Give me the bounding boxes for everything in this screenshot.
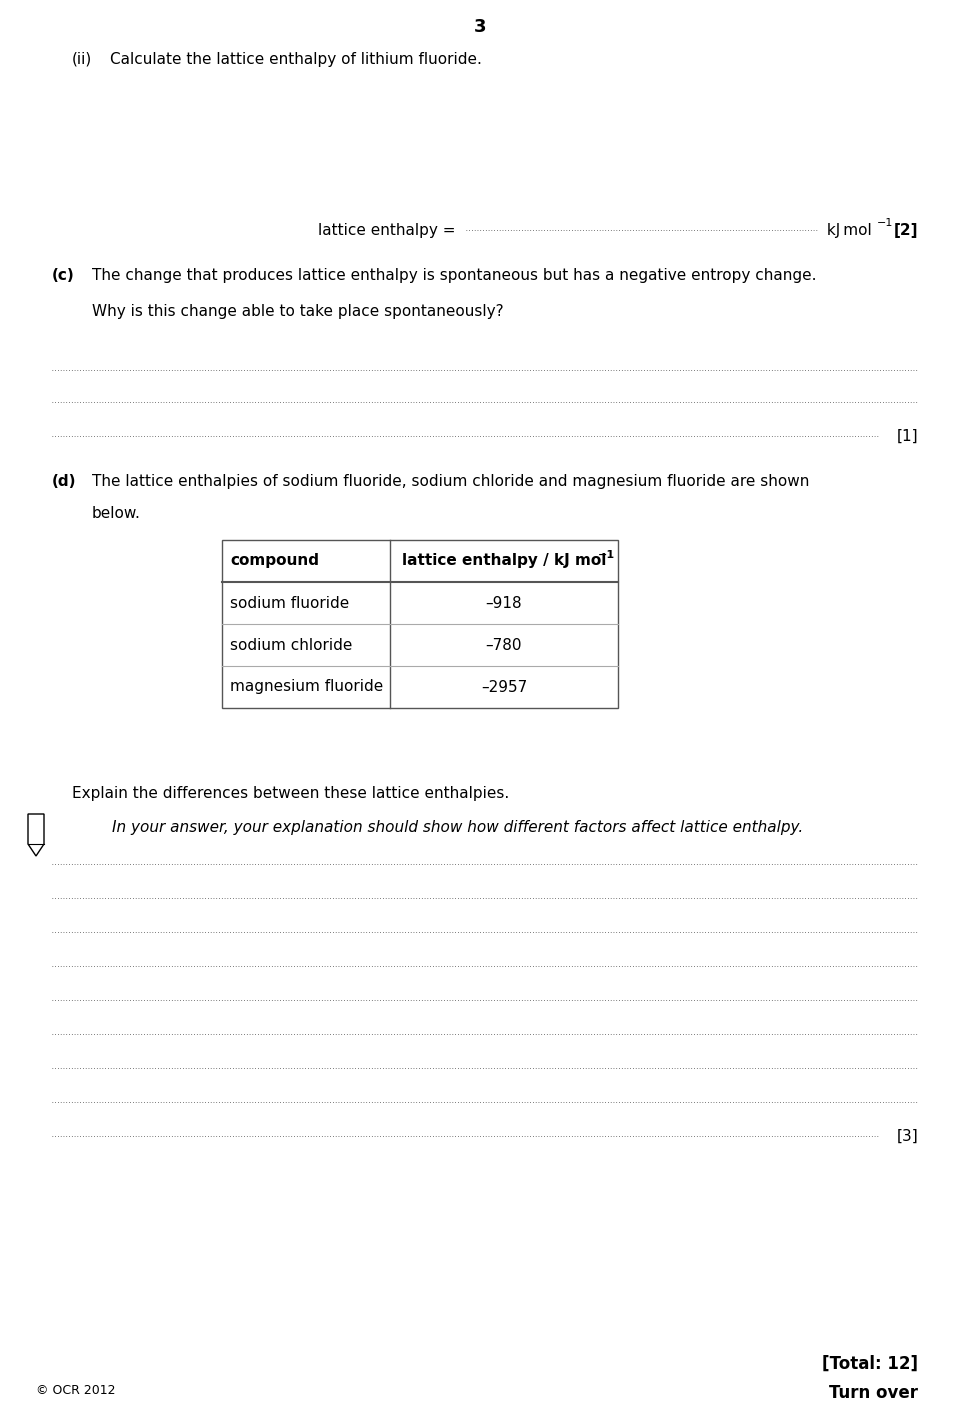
Text: 3: 3	[473, 18, 487, 36]
Text: (d): (d)	[52, 474, 77, 489]
Text: [3]: [3]	[897, 1129, 918, 1143]
Text: –780: –780	[486, 637, 522, 653]
Text: lattice enthalpy / kJ mol: lattice enthalpy / kJ mol	[402, 553, 606, 569]
Text: [1]: [1]	[897, 428, 918, 444]
Text: The change that produces lattice enthalpy is spontaneous but has a negative entr: The change that produces lattice enthalp…	[92, 267, 817, 283]
Text: compound: compound	[230, 553, 319, 569]
Text: −1: −1	[877, 218, 894, 228]
Text: magnesium fluoride: magnesium fluoride	[230, 680, 383, 694]
Text: (ii): (ii)	[72, 53, 92, 67]
Text: sodium fluoride: sodium fluoride	[230, 596, 349, 610]
Bar	[222, 540, 618, 708]
Text: Turn over: Turn over	[829, 1384, 918, 1402]
Text: [Total: 12]: [Total: 12]	[822, 1355, 918, 1374]
Text: −1: −1	[598, 550, 615, 560]
Text: In your answer, your explanation should show how different factors affect lattic: In your answer, your explanation should …	[112, 820, 804, 835]
Text: –2957: –2957	[481, 680, 527, 694]
Text: kJ mol: kJ mol	[822, 222, 872, 237]
Text: –918: –918	[486, 596, 522, 610]
Text: Calculate the lattice enthalpy of lithium fluoride.: Calculate the lattice enthalpy of lithiu…	[110, 53, 482, 67]
Text: The lattice enthalpies of sodium fluoride, sodium chloride and magnesium fluorid: The lattice enthalpies of sodium fluorid…	[92, 474, 809, 489]
Text: Why is this change able to take place spontaneously?: Why is this change able to take place sp…	[92, 304, 504, 319]
Text: lattice enthalpy =: lattice enthalpy =	[318, 222, 461, 237]
Text: Explain the differences between these lattice enthalpies.: Explain the differences between these la…	[72, 786, 509, 801]
Text: (c): (c)	[52, 267, 75, 283]
Text: [2]: [2]	[894, 222, 918, 237]
Text: © OCR 2012: © OCR 2012	[36, 1384, 115, 1396]
Text: sodium chloride: sodium chloride	[230, 637, 352, 653]
Text: below.: below.	[92, 506, 141, 520]
